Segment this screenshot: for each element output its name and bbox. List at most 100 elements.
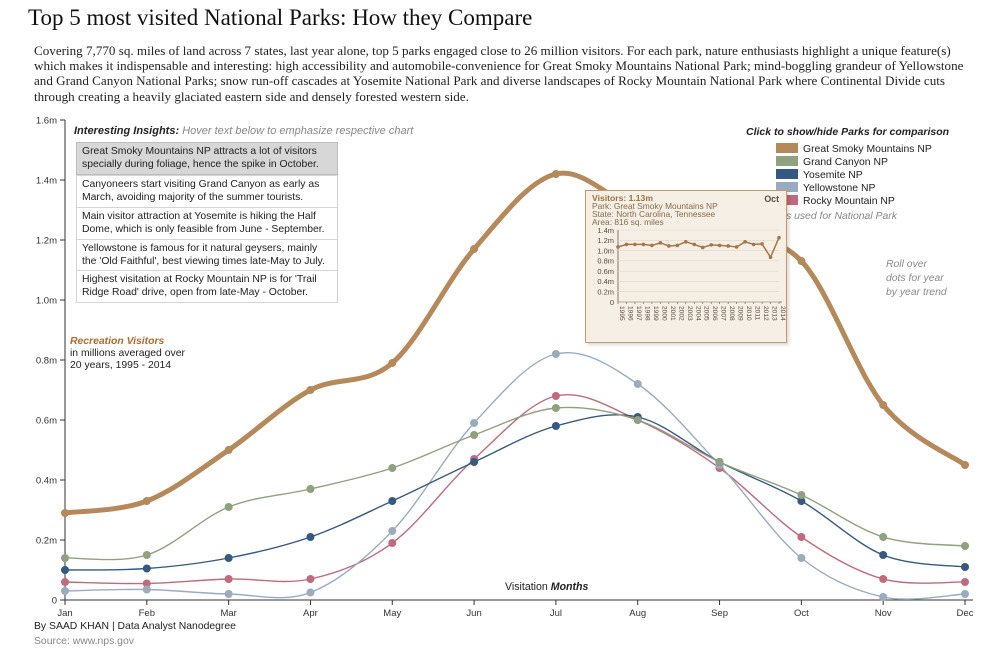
data-point-great-smoky-mountains-np[interactable] <box>470 245 479 253</box>
insight-yosemite[interactable]: Main visitor attraction at Yosemite is h… <box>76 207 338 241</box>
data-point-great-smoky-mountains-np[interactable] <box>224 446 233 454</box>
mini-y-tick-label: 0.2m <box>597 288 614 297</box>
x-tick-label: Jan <box>57 608 72 619</box>
data-point-great-smoky-mountains-np[interactable] <box>797 257 806 265</box>
data-point-yellowstone-np[interactable] <box>633 380 642 388</box>
data-point-yosemite-np[interactable] <box>879 551 888 559</box>
data-point-yellowstone-np[interactable] <box>142 585 151 594</box>
data-point-rocky-mountain-np[interactable] <box>224 575 233 583</box>
data-point-rocky-mountain-np[interactable] <box>388 539 397 547</box>
data-point-rocky-mountain-np[interactable] <box>879 575 888 583</box>
x-axis-title: Visitation Months <box>505 581 588 593</box>
data-point-yosemite-np[interactable] <box>224 554 233 562</box>
data-point-yellowstone-np[interactable] <box>61 587 69 595</box>
data-point-great-smoky-mountains-np[interactable] <box>961 461 969 469</box>
data-point-rocky-mountain-np[interactable] <box>797 533 806 541</box>
data-point-yosemite-np[interactable] <box>470 458 479 466</box>
data-point-yosemite-np[interactable] <box>961 563 969 571</box>
data-point-great-smoky-mountains-np[interactable] <box>306 386 315 394</box>
data-point-grand-canyon-np[interactable] <box>633 416 642 424</box>
mini-data-point <box>675 243 680 248</box>
legend-label: Great Smoky Mountains NP <box>803 144 932 155</box>
legend-label: Grand Canyon NP <box>803 157 888 168</box>
mini-data-point <box>709 243 714 247</box>
tooltip-month: Oct <box>764 194 779 204</box>
data-point-yellowstone-np[interactable] <box>224 590 233 598</box>
data-point-grand-canyon-np[interactable] <box>797 491 806 499</box>
data-point-yosemite-np[interactable] <box>551 422 560 430</box>
data-point-yellowstone-np[interactable] <box>797 554 806 562</box>
mini-year-label: 2003 <box>686 306 693 321</box>
data-point-great-smoky-mountains-np[interactable] <box>142 497 151 505</box>
data-point-yellowstone-np[interactable] <box>388 527 397 535</box>
y-axis-title-bold: Recreation Visitors <box>70 336 165 347</box>
legend-item-yosemite[interactable]: Yosemite NP <box>776 169 863 182</box>
mini-data-point <box>726 244 730 248</box>
data-point-grand-canyon-np[interactable] <box>551 404 560 412</box>
data-point-yosemite-np[interactable] <box>306 533 315 541</box>
data-point-grand-canyon-np[interactable] <box>142 551 151 559</box>
data-point-yosemite-np[interactable] <box>142 564 151 573</box>
legend-item-smoky[interactable]: Great Smoky Mountains NP <box>776 143 932 156</box>
insight-smoky[interactable]: Great Smoky Mountains NP attracts a lot … <box>76 142 338 176</box>
data-point-rocky-mountain-np[interactable] <box>61 578 69 586</box>
data-point-grand-canyon-np[interactable] <box>224 503 233 511</box>
data-point-grand-canyon-np[interactable] <box>715 458 724 466</box>
data-point-rocky-mountain-np[interactable] <box>142 579 151 588</box>
data-point-rocky-mountain-np[interactable] <box>551 392 560 400</box>
series-line-yosemite-np <box>64 414 966 571</box>
x-axis-title-bold: Months <box>550 581 589 593</box>
insights-heading: Interesting Insights: Hover text below t… <box>74 125 413 137</box>
data-point-grand-canyon-np[interactable] <box>961 542 969 550</box>
rollover-line: dots for year <box>886 273 944 284</box>
tooltip-area: Area: 816 sq. miles <box>592 217 664 227</box>
data-point-grand-canyon-np[interactable] <box>470 431 479 439</box>
mini-data-point <box>768 255 773 260</box>
data-point-yellowstone-np[interactable] <box>306 588 315 597</box>
legend-heading: Click to show/hide Parks for comparison <box>746 126 950 138</box>
tooltip-park: Park: Great Smoky Mountains NP <box>592 201 718 211</box>
x-tick-label: Feb <box>139 608 155 619</box>
data-point-great-smoky-mountains-np[interactable] <box>388 359 397 367</box>
insight-grand-canyon[interactable]: Canyoneers start visiting Grand Canyon a… <box>76 175 338 209</box>
data-point-rocky-mountain-np[interactable] <box>306 575 315 583</box>
data-point-yellowstone-np[interactable] <box>551 350 560 358</box>
y-tick-label: 1.0m <box>36 296 57 307</box>
data-point-grand-canyon-np[interactable] <box>306 485 315 493</box>
x-tick-label: Sep <box>711 608 728 619</box>
data-point-yosemite-np[interactable] <box>388 497 397 505</box>
insight-rocky-mountain[interactable]: Highest visitation at Rocky Mountain NP … <box>76 270 338 304</box>
data-point-grand-canyon-np[interactable] <box>879 533 888 541</box>
data-point-grand-canyon-np[interactable] <box>388 464 397 472</box>
data-point-great-smoky-mountains-np[interactable] <box>551 170 560 178</box>
mini-data-point <box>743 240 747 244</box>
data-point-yellowstone-np[interactable] <box>470 419 479 427</box>
data-point-yellowstone-np[interactable] <box>961 590 969 598</box>
data-point-rocky-mountain-np[interactable] <box>961 578 969 586</box>
legend-item-yellowstone[interactable]: Yellowstone NP <box>776 182 875 195</box>
legend-item-rocky-mountain[interactable]: Rocky Mountain NP <box>776 195 895 208</box>
data-point-grand-canyon-np[interactable] <box>61 554 69 562</box>
y-tick-label: 0 <box>52 596 57 607</box>
insight-yellowstone[interactable]: Yellowstone is famous for it natural gey… <box>76 239 338 273</box>
mini-year-label: 2001 <box>669 306 676 321</box>
mini-data-point <box>616 245 620 249</box>
data-point-great-smoky-mountains-np[interactable] <box>879 401 888 409</box>
data-point-great-smoky-mountains-np[interactable] <box>61 509 69 517</box>
source-link[interactable]: Source: www.nps.gov <box>34 636 134 647</box>
legend-item-grand-canyon[interactable]: Grand Canyon NP <box>776 156 888 169</box>
data-point-yosemite-np[interactable] <box>61 566 69 574</box>
x-tick-label: Dec <box>957 608 974 619</box>
mini-year-label: 2011 <box>754 306 761 321</box>
y-tick-label: 0.6m <box>36 416 57 427</box>
legend-swatch <box>776 195 798 205</box>
x-tick-label: May <box>383 608 401 619</box>
legend-swatch <box>776 143 798 153</box>
data-point-yosemite-np[interactable] <box>797 497 806 505</box>
insights-hint: Hover text below to emphasize respective… <box>182 125 414 137</box>
mini-year-label: 2010 <box>745 306 752 321</box>
mini-year-label: 2014 <box>779 306 786 321</box>
legend-label: Yellowstone NP <box>803 183 876 194</box>
x-tick-label: Jun <box>466 608 481 619</box>
data-point-yellowstone-np[interactable] <box>879 593 888 601</box>
